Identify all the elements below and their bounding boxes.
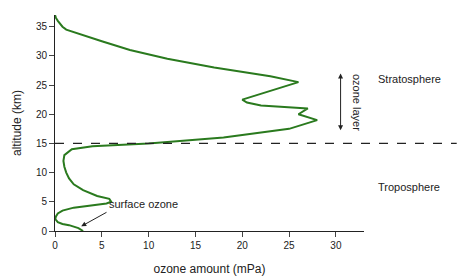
svg-text:Troposphere: Troposphere <box>378 181 440 193</box>
svg-text:25: 25 <box>36 80 48 91</box>
svg-text:altitude (km): altitude (km) <box>10 90 24 156</box>
svg-text:ozone layer: ozone layer <box>351 74 363 131</box>
svg-text:0: 0 <box>41 226 47 237</box>
svg-text:Stratosphere: Stratosphere <box>378 73 441 85</box>
svg-text:15: 15 <box>36 138 48 149</box>
svg-text:25: 25 <box>284 240 296 251</box>
svg-text:30: 30 <box>330 240 342 251</box>
svg-text:10: 10 <box>36 167 48 178</box>
svg-text:30: 30 <box>36 50 48 61</box>
svg-text:20: 20 <box>237 240 249 251</box>
svg-text:surface ozone: surface ozone <box>109 198 178 210</box>
svg-text:5: 5 <box>99 240 105 251</box>
svg-text:20: 20 <box>36 109 48 120</box>
svg-text:0: 0 <box>52 240 58 251</box>
svg-text:10: 10 <box>143 240 155 251</box>
svg-text:15: 15 <box>190 240 202 251</box>
svg-text:5: 5 <box>41 196 47 207</box>
svg-text:ozone amount (mPa): ozone amount (mPa) <box>153 262 265 276</box>
svg-text:35: 35 <box>36 21 48 32</box>
